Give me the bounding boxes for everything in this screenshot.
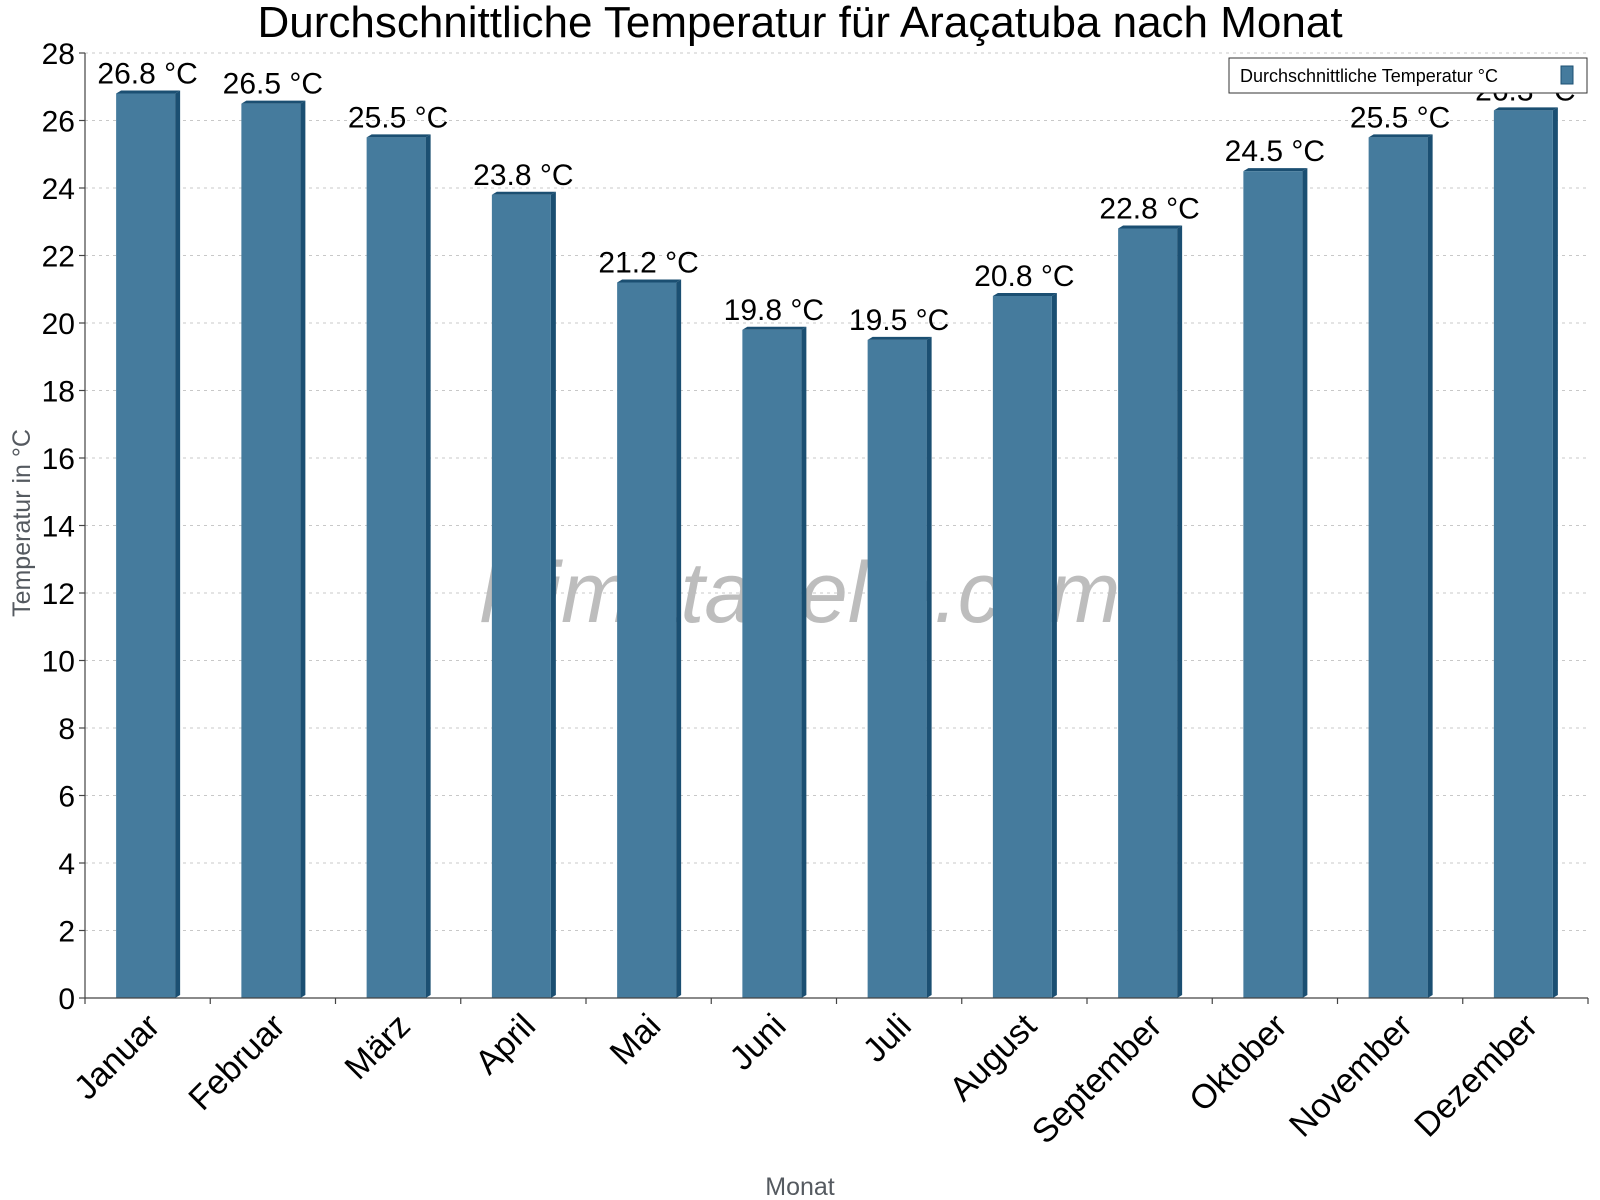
- data-labels: 26.8 °C 26.5 °C 25.5 °C 23.8 °C 21.2 °C 19.8 …: [97, 58, 1575, 337]
- bar: [742, 329, 802, 998]
- data-label: 25.5 °C: [1350, 101, 1450, 134]
- legend-label: Durchschnittliche Temperatur °C: [1240, 66, 1498, 86]
- x-tick-label: Januar: [67, 1007, 167, 1107]
- bar: [992, 296, 1052, 998]
- x-tick-label: März: [337, 1007, 417, 1087]
- x-tick-label: September: [1025, 1007, 1169, 1151]
- x-axis-title: Monat: [765, 1173, 835, 1200]
- y-tick-label: 18: [42, 376, 75, 409]
- data-label: 23.8 °C: [473, 159, 573, 192]
- bar: [366, 137, 426, 998]
- bar-top: [1118, 225, 1183, 229]
- bar-side: [425, 134, 431, 998]
- y-tick-label: 10: [42, 646, 75, 679]
- data-label: 19.5 °C: [849, 304, 949, 337]
- bar: [1368, 137, 1428, 998]
- bar-top: [867, 336, 932, 340]
- bar-top: [1368, 134, 1433, 138]
- x-tick-label: Dezember: [1407, 1007, 1545, 1145]
- legend-box: [1228, 57, 1588, 94]
- x-tick-label: Juni: [723, 1007, 794, 1078]
- bar-side: [175, 90, 181, 998]
- y-tick-label: 0: [58, 983, 75, 1016]
- y-tick-label: 4: [58, 848, 75, 881]
- y-tick-label: 8: [58, 713, 75, 746]
- bar-top: [1493, 107, 1558, 111]
- bar: [617, 282, 677, 998]
- y-tick-label: 16: [42, 443, 75, 476]
- bar: [867, 339, 927, 998]
- chart-title: Durchschnittliche Temperatur für Araçatu…: [257, 0, 1342, 47]
- x-tick-label: Juli: [856, 1007, 919, 1070]
- bars: [116, 90, 1558, 998]
- bar: [241, 103, 301, 998]
- bar: [491, 194, 551, 998]
- bar-top: [116, 90, 181, 94]
- x-tick-label: Februar: [181, 1007, 292, 1118]
- bar-side: [1302, 168, 1308, 998]
- legend: Durchschnittliche Temperatur °C: [1228, 57, 1588, 94]
- data-label: 26.5 °C: [223, 68, 323, 101]
- y-tick-label: 20: [42, 308, 75, 341]
- grid-lines: [85, 52, 1588, 931]
- data-label: 20.8 °C: [974, 260, 1074, 293]
- data-label: 22.8 °C: [1099, 193, 1199, 226]
- bar-side: [676, 279, 682, 998]
- data-label: 21.2 °C: [598, 247, 698, 280]
- y-tick-label: 2: [58, 916, 75, 949]
- y-tick-label: 28: [42, 38, 75, 71]
- bar-side: [926, 336, 932, 998]
- bar-side: [550, 191, 556, 998]
- bar-top: [617, 279, 682, 283]
- bar-side: [1552, 107, 1558, 998]
- x-axis-ticks: Januar Februar März April Mai Juni Juli AugustS…: [67, 998, 1589, 1151]
- data-label: 25.5 °C: [348, 101, 448, 134]
- x-tick-label: November: [1282, 1007, 1420, 1145]
- bar-side: [1051, 293, 1057, 998]
- legend-swatch: [1560, 65, 1574, 85]
- y-tick-label: 6: [58, 781, 75, 814]
- bar-side: [801, 326, 807, 998]
- data-label: 26.8 °C: [97, 58, 197, 91]
- x-tick-label: April: [468, 1007, 543, 1082]
- bar-top: [742, 326, 807, 330]
- x-tick-label: August: [942, 1006, 1044, 1108]
- y-tick-label: 26: [42, 106, 75, 139]
- y-tick-label: 14: [42, 511, 75, 544]
- y-tick-label: 24: [42, 173, 75, 206]
- bar-top: [491, 191, 556, 195]
- bar-side: [1177, 225, 1183, 998]
- bar-top: [366, 134, 431, 138]
- bar-top: [241, 100, 306, 104]
- bar-top: [992, 293, 1057, 296]
- y-axis-title: Temperatur in °C: [8, 429, 36, 617]
- x-tick-label: Mai: [603, 1007, 669, 1073]
- data-label: 19.8 °C: [724, 294, 824, 327]
- x-tick-label: Oktober: [1182, 1007, 1294, 1119]
- data-label: 24.5 °C: [1225, 135, 1325, 168]
- y-tick-label: 12: [42, 578, 75, 611]
- bar: [1118, 228, 1178, 998]
- bar-side: [300, 100, 306, 998]
- bar-top: [1243, 168, 1308, 172]
- bar: [1243, 171, 1303, 998]
- bar-side: [1427, 134, 1433, 998]
- y-tick-label: 22: [42, 241, 75, 274]
- bar: [1493, 110, 1553, 998]
- bar: [116, 93, 176, 998]
